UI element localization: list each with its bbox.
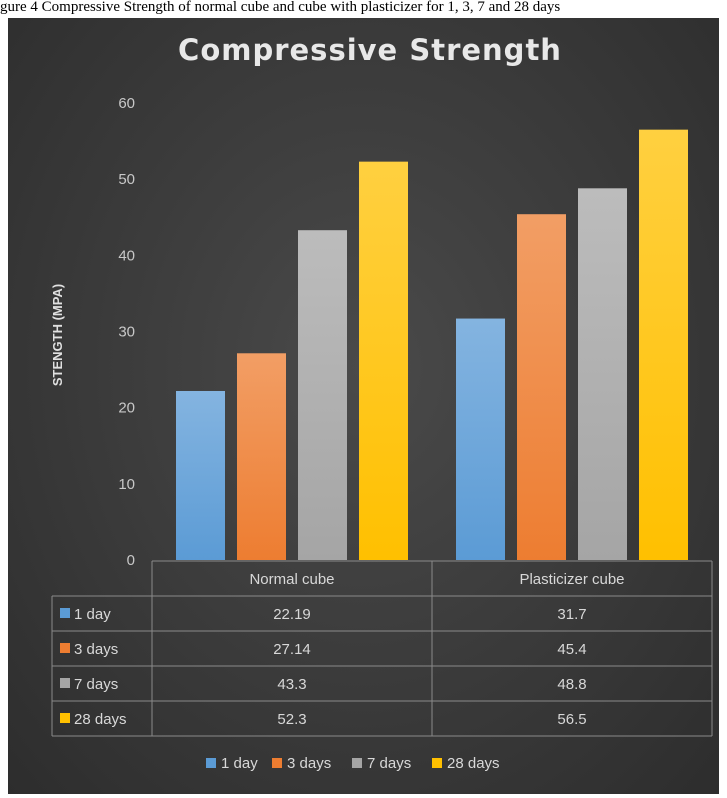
legend-swatch xyxy=(352,758,362,768)
y-axis-ticks: 0 10 20 30 40 50 60 xyxy=(118,95,135,569)
y-tick-label: 20 xyxy=(118,400,135,417)
table-legend-swatch xyxy=(60,643,70,653)
table-row-label: 1 day xyxy=(74,606,111,623)
bar-1-day-1 xyxy=(456,318,505,560)
table-cell-value: 52.3 xyxy=(277,711,306,728)
table-header-category: Normal cube xyxy=(249,571,334,588)
bar-3-days-0 xyxy=(237,353,286,560)
y-tick-label: 10 xyxy=(118,476,135,493)
data-table: Normal cube Plasticizer cube 1 day 22.19 31.… xyxy=(51,560,713,737)
y-axis-label: STENGTH (MPA) xyxy=(50,284,65,386)
y-tick-label: 60 xyxy=(118,95,135,112)
bar-28-days-0 xyxy=(359,161,408,561)
legend: 1 day 3 days 7 days 28 days xyxy=(206,755,500,772)
table-cell-value: 31.7 xyxy=(557,606,586,623)
legend-swatch xyxy=(432,758,442,768)
table-legend-swatch xyxy=(60,608,70,618)
legend-item-label: 7 days xyxy=(367,755,411,772)
bar-1-day-0 xyxy=(176,390,225,560)
legend-item-label: 1 day xyxy=(221,755,258,772)
y-tick-label: 0 xyxy=(127,552,135,569)
table-cell-value: 43.3 xyxy=(277,676,306,693)
table-row-label: 28 days xyxy=(74,711,127,728)
table-cell-value: 27.14 xyxy=(273,641,311,658)
chart-title: Compressive Strength xyxy=(178,33,562,67)
figure-caption: gure 4 Compressive Strength of normal cu… xyxy=(0,0,561,15)
bars xyxy=(176,129,688,561)
bar-7-days-0 xyxy=(298,230,347,560)
table-cell-value: 56.5 xyxy=(557,711,586,728)
legend-swatch xyxy=(206,758,216,768)
table-legend-swatch xyxy=(60,678,70,688)
y-tick-label: 40 xyxy=(118,247,135,264)
bar-3-days-1 xyxy=(517,214,566,560)
bar-7-days-1 xyxy=(578,188,627,560)
y-tick-label: 30 xyxy=(118,324,135,341)
table-row-label: 7 days xyxy=(74,676,118,693)
table-cell-value: 48.8 xyxy=(557,676,586,693)
table-cell-value: 22.19 xyxy=(273,606,311,623)
legend-item-label: 3 days xyxy=(287,755,331,772)
table-cell-value: 45.4 xyxy=(557,641,586,658)
legend-item-label: 28 days xyxy=(447,755,500,772)
table-row-label: 3 days xyxy=(74,641,118,658)
y-tick-label: 50 xyxy=(118,171,135,188)
bar-28-days-1 xyxy=(639,129,688,561)
legend-swatch xyxy=(272,758,282,768)
table-header-category: Plasticizer cube xyxy=(519,571,624,588)
table-legend-swatch xyxy=(60,713,70,723)
